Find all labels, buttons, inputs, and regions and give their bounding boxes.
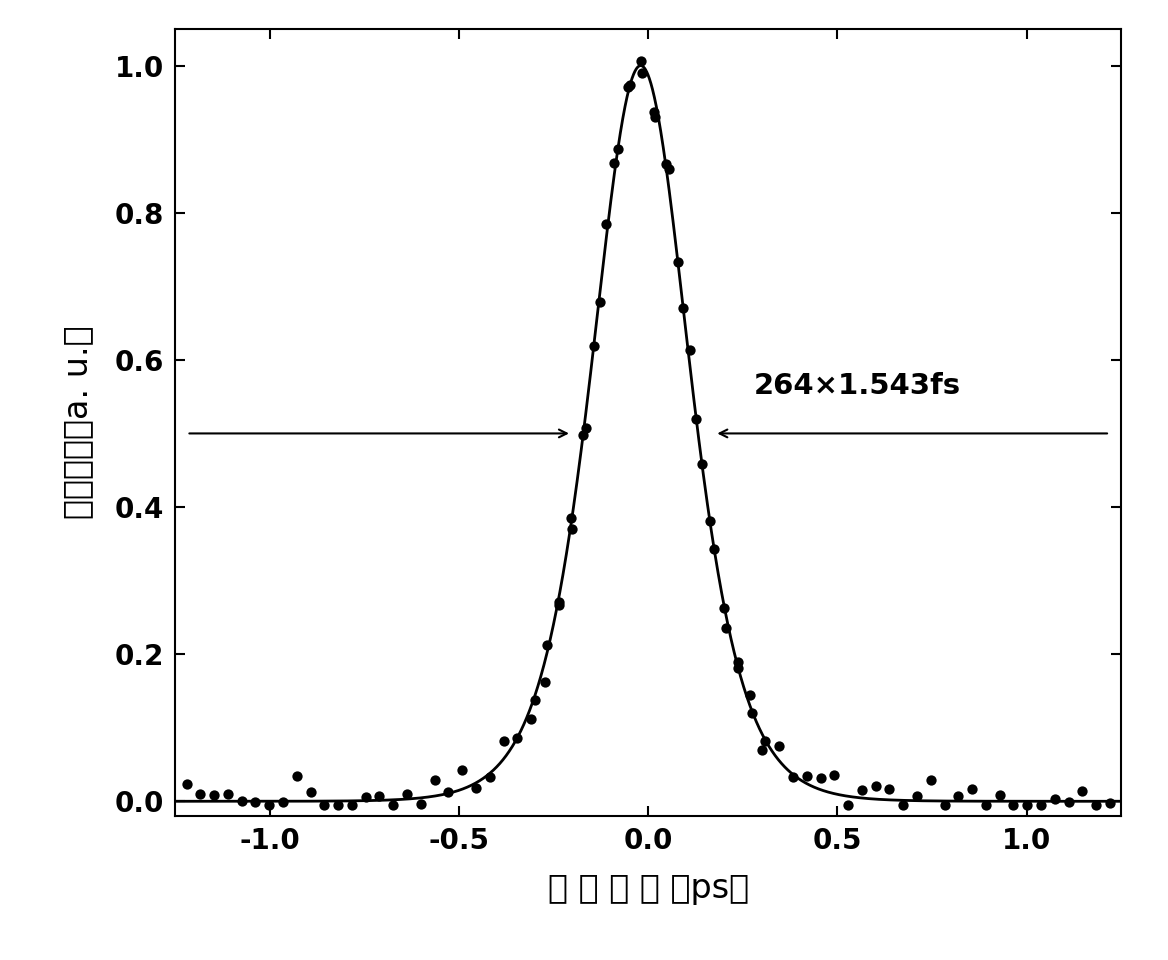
Point [669, 253, 688, 269]
Point [315, 797, 334, 812]
Point [232, 794, 251, 809]
Point [681, 343, 700, 358]
Point [439, 784, 458, 800]
Point [811, 770, 829, 785]
Point [411, 797, 430, 812]
Point [549, 594, 568, 610]
Point [1073, 783, 1092, 799]
Point [880, 781, 898, 797]
Point [577, 420, 596, 436]
Point [742, 706, 760, 721]
Point [260, 798, 279, 813]
Point [494, 733, 513, 749]
Point [948, 788, 967, 804]
Point [633, 65, 652, 81]
Point [645, 104, 663, 119]
Point [537, 637, 556, 653]
Point [756, 733, 774, 749]
Point [370, 788, 389, 804]
Point [1004, 798, 1023, 813]
Point [784, 769, 802, 784]
Point [729, 655, 748, 670]
Point [1017, 798, 1036, 813]
Point [894, 798, 912, 813]
Point [480, 769, 499, 784]
Point [990, 787, 1009, 803]
Point [752, 742, 771, 757]
Point [962, 781, 981, 797]
Point [425, 773, 444, 788]
Point [1031, 798, 1050, 813]
Point [867, 779, 885, 794]
Point [839, 798, 857, 813]
Point [384, 798, 403, 813]
Point [273, 794, 292, 809]
Y-axis label: 相对强度（a. u.）: 相对强度（a. u.） [61, 325, 93, 519]
Point [656, 156, 675, 172]
Point [218, 786, 237, 802]
Point [825, 767, 843, 782]
Point [976, 798, 995, 813]
Point [1100, 795, 1119, 810]
Point [717, 620, 736, 636]
Point [693, 456, 711, 471]
Point [467, 780, 486, 796]
Point [621, 78, 640, 93]
Point [301, 784, 320, 800]
Point [704, 541, 723, 557]
Point [729, 660, 748, 675]
Point [1045, 791, 1064, 806]
Point [853, 782, 871, 798]
Point [563, 521, 582, 537]
Point [908, 788, 926, 804]
Point [591, 295, 610, 310]
Point [342, 798, 361, 813]
Point [192, 786, 210, 802]
Point [508, 731, 527, 746]
Point [356, 789, 375, 804]
Point [936, 798, 954, 813]
X-axis label: 时 间 延 迟 （ps）: 时 间 延 迟 （ps） [548, 872, 749, 904]
Point [561, 510, 579, 525]
Point [618, 80, 637, 95]
Point [246, 795, 265, 810]
Point [204, 787, 223, 803]
Point [922, 773, 940, 788]
Point [715, 601, 734, 616]
Point [770, 738, 788, 754]
Point [526, 692, 544, 708]
Point [701, 514, 719, 529]
Point [741, 687, 759, 703]
Point [597, 216, 616, 231]
Point [549, 597, 568, 612]
Point [585, 338, 604, 353]
Point [646, 109, 665, 125]
Point [573, 427, 592, 443]
Point [673, 300, 691, 316]
Point [287, 769, 306, 784]
Point [178, 777, 196, 792]
Point [632, 53, 651, 68]
Text: 264×1.543fs: 264×1.543fs [755, 372, 961, 399]
Point [798, 768, 816, 783]
Point [398, 786, 417, 802]
Point [609, 141, 627, 156]
Point [605, 155, 624, 170]
Point [1086, 798, 1105, 813]
Point [522, 711, 541, 727]
Point [660, 161, 679, 177]
Point [329, 798, 348, 813]
Point [1059, 795, 1078, 810]
Point [453, 762, 472, 778]
Point [687, 411, 705, 426]
Point [536, 674, 555, 689]
